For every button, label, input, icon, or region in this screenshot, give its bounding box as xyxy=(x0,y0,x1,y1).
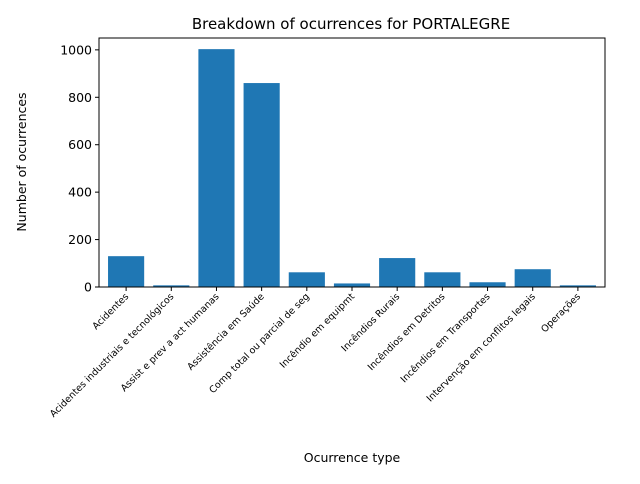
bar xyxy=(514,269,551,287)
chart-title: Breakdown of ocurrences for PORTALEGRE xyxy=(192,15,510,33)
y-tick-label: 400 xyxy=(68,185,92,200)
y-axis: 0 200 400 600 800 1000 xyxy=(60,42,99,295)
bar xyxy=(153,285,190,287)
bar xyxy=(469,282,506,287)
y-tick-label: 600 xyxy=(68,137,92,152)
x-tick-label: Assist e prev a act humanas xyxy=(119,291,222,394)
bar xyxy=(243,83,280,287)
bar xyxy=(379,258,416,287)
bar xyxy=(108,256,145,287)
x-tick-label: Assistência em Saúde xyxy=(185,291,267,373)
bar xyxy=(198,49,235,287)
y-tick-label: 0 xyxy=(84,280,92,295)
bar xyxy=(288,272,325,287)
y-axis-label: Number of ocurrences xyxy=(14,92,29,231)
bar xyxy=(424,272,461,287)
y-tick-label: 200 xyxy=(68,232,92,247)
bars-layer xyxy=(108,49,596,287)
axes-frame xyxy=(98,37,606,288)
x-tick-label: Incêndios em Transportes xyxy=(399,291,493,385)
bar xyxy=(559,285,596,287)
x-tick-label: Acidentes xyxy=(90,291,131,332)
bar xyxy=(333,283,371,287)
y-tick-label: 800 xyxy=(68,90,92,105)
x-axis-label: Ocurrence type xyxy=(304,450,401,465)
x-tick-label: Incêndio em equipmt xyxy=(278,291,357,370)
x-tick-label: Operações xyxy=(539,291,583,335)
y-tick-label: 1000 xyxy=(60,42,92,57)
x-tick-label: Incêndios em Detritos xyxy=(366,291,448,373)
